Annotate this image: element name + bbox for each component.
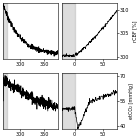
Bar <box>62 3 75 59</box>
Y-axis label: rCBF [%]: rCBF [%] <box>132 20 137 42</box>
Bar <box>62 73 75 130</box>
Bar <box>3 73 7 130</box>
Y-axis label: etCO₂ [mmHg]: etCO₂ [mmHg] <box>129 83 134 119</box>
Bar <box>3 3 7 59</box>
